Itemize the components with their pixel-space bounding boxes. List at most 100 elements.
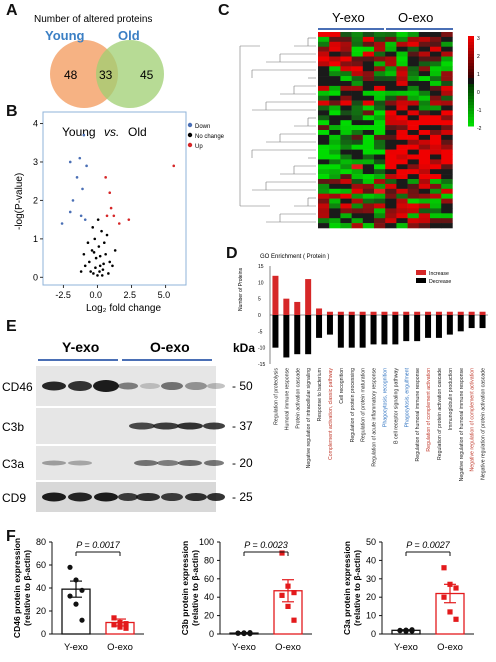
volcano-point-no-change bbox=[93, 237, 97, 241]
go-bar-decrease bbox=[425, 315, 432, 338]
heatmap-group-oexo: O-exo bbox=[398, 10, 433, 25]
heatmap-cell bbox=[351, 85, 364, 92]
heatmap-cell bbox=[418, 198, 431, 204]
go-title: GO Enrichment ( Protein ) bbox=[260, 254, 329, 260]
heatmap-cell bbox=[374, 139, 386, 145]
heatmap-cell bbox=[318, 179, 330, 185]
go-bar-decrease bbox=[316, 315, 323, 338]
heatmap-cell bbox=[396, 61, 408, 67]
volcano-point-up bbox=[105, 214, 109, 218]
heatmap-cell bbox=[396, 115, 408, 121]
y-tick-label: 0 bbox=[371, 629, 376, 639]
heatmap-cell bbox=[385, 188, 397, 194]
heatmap-cell bbox=[430, 208, 442, 214]
venn-title: Number of altered proteins bbox=[34, 14, 152, 25]
heatmap-cell bbox=[396, 134, 408, 141]
heatmap-cell bbox=[362, 90, 375, 96]
heatmap-cell bbox=[430, 144, 442, 150]
heatmap-cell bbox=[418, 164, 431, 170]
heatmap-cell bbox=[374, 198, 386, 204]
heatmap-cell bbox=[385, 100, 397, 106]
data-point bbox=[117, 619, 123, 626]
heatmap-cell bbox=[351, 71, 364, 77]
heatmap-cell bbox=[430, 179, 442, 185]
heatmap-cell bbox=[318, 188, 330, 194]
heatmap-cell bbox=[441, 213, 453, 219]
y-tick-label: 100 bbox=[199, 537, 214, 547]
data-point bbox=[247, 631, 253, 637]
heatmap-cell bbox=[385, 41, 397, 47]
panel-d-label: D bbox=[226, 245, 238, 262]
go-category-label: Negative regulation of humoral immune re… bbox=[459, 368, 465, 481]
heatmap-cell bbox=[385, 193, 397, 199]
color-scale-segment bbox=[468, 81, 474, 85]
color-scale-tick-label: -2 bbox=[477, 126, 482, 132]
x-category-label: Y-exo bbox=[64, 642, 88, 653]
heatmap-cell bbox=[407, 66, 420, 72]
heatmap-cell bbox=[329, 85, 341, 92]
heatmap-cell bbox=[340, 46, 352, 52]
go-category-label: Negative regulation of complement activa… bbox=[470, 368, 476, 472]
heatmap-cell bbox=[441, 71, 453, 77]
heatmap-cell bbox=[351, 144, 364, 150]
heatmap-cell bbox=[418, 208, 431, 214]
heatmap-cell bbox=[418, 183, 431, 190]
heatmap-cell bbox=[441, 36, 453, 43]
data-point bbox=[403, 627, 409, 633]
heatmap-cell bbox=[385, 90, 397, 96]
heatmap-cell bbox=[396, 90, 408, 96]
volcano-point-up bbox=[127, 218, 131, 221]
heatmap-cell bbox=[351, 213, 364, 219]
heatmap-cell bbox=[351, 179, 364, 185]
heatmap-cell bbox=[351, 51, 364, 57]
heatmap-cell bbox=[441, 81, 453, 87]
blot-band bbox=[161, 382, 183, 390]
blot-band bbox=[134, 460, 158, 466]
heatmap-cell bbox=[430, 61, 442, 67]
p-value-label: P = 0.0017 bbox=[76, 540, 120, 550]
heatmap-cell bbox=[340, 203, 352, 209]
volcano-point-no-change bbox=[83, 264, 87, 268]
heatmap-cell bbox=[430, 105, 442, 111]
go-bar-decrease bbox=[370, 315, 377, 345]
heatmap-cell bbox=[329, 218, 341, 224]
heatmap-cell bbox=[351, 95, 364, 101]
heatmap-cell bbox=[340, 110, 352, 116]
volcano-title-vs: vs. bbox=[104, 125, 119, 139]
heatmap-cell bbox=[374, 115, 386, 121]
heatmap-cell bbox=[430, 149, 442, 155]
heatmap-cell bbox=[396, 218, 408, 224]
heatmap-cell bbox=[362, 105, 375, 111]
heatmap: Y-exo O-exo 3 2 1 0 -1 -2 bbox=[239, 10, 482, 229]
heatmap-cell bbox=[441, 169, 453, 175]
volcano-point-down bbox=[68, 160, 72, 164]
color-scale-segment bbox=[468, 96, 474, 100]
heatmap-cell bbox=[318, 36, 330, 43]
heatmap-cell bbox=[441, 154, 453, 160]
heatmap-cell bbox=[418, 81, 431, 87]
heatmap-cell bbox=[362, 174, 375, 180]
heatmap-cell bbox=[430, 159, 442, 165]
heatmap-cell bbox=[374, 164, 386, 170]
heatmap-cell bbox=[318, 144, 330, 150]
heatmap-cell bbox=[351, 100, 364, 106]
heatmap-cell bbox=[340, 61, 352, 67]
go-bar-increase bbox=[294, 301, 301, 315]
blot-band bbox=[207, 383, 225, 389]
heatmap-cell bbox=[318, 76, 330, 82]
heatmap-cell bbox=[362, 218, 375, 224]
volcano-y-tick-label: 3 bbox=[33, 157, 38, 167]
heatmap-cell bbox=[340, 218, 352, 224]
heatmap-cell bbox=[407, 144, 420, 150]
heatmap-cell bbox=[430, 134, 442, 141]
data-point bbox=[441, 565, 447, 571]
heatmap-cell bbox=[329, 223, 341, 229]
volcano-point-no-change bbox=[113, 249, 117, 252]
p-value-label: P = 0.0027 bbox=[406, 540, 450, 550]
heatmap-cell bbox=[418, 110, 431, 116]
y-axis-label-line: (relative to β-actin) bbox=[352, 550, 362, 626]
blot-band bbox=[68, 492, 92, 502]
heatmap-cell bbox=[441, 76, 453, 82]
heatmap-cell bbox=[407, 85, 420, 92]
heatmap-cell bbox=[441, 218, 453, 224]
